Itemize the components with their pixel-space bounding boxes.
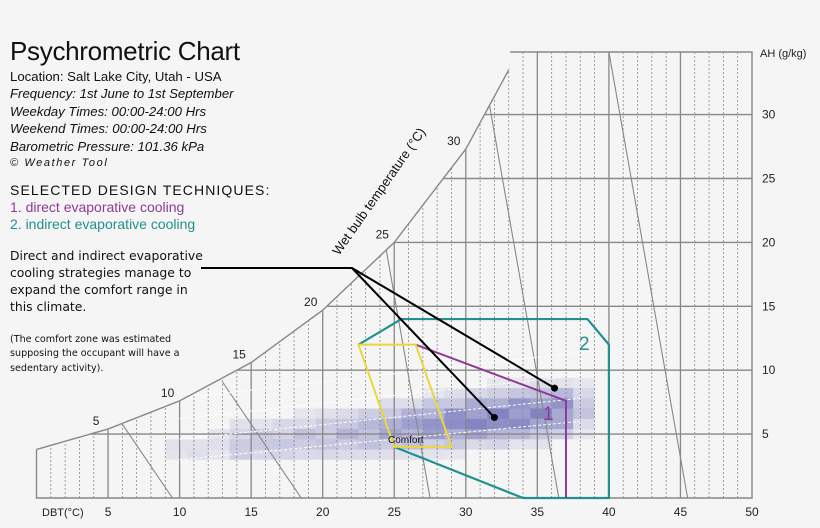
wet-bulb-label: 30 — [447, 134, 461, 148]
page-title: Psychrometric Chart — [10, 36, 240, 66]
y-tick-label: 20 — [762, 235, 776, 249]
x-tick-label: 50 — [745, 505, 759, 519]
zone-1-label: 1 — [543, 404, 554, 425]
x-tick-label: 30 — [459, 505, 473, 519]
technique-direct: 1. direct evaporative cooling — [10, 199, 185, 215]
wet-bulb-label: 20 — [304, 295, 318, 309]
chart-plot-area — [36, 52, 752, 498]
y-tick-label: 15 — [762, 299, 776, 313]
zone-2-label: 2 — [579, 334, 590, 355]
design-techniques: SELECTED DESIGN TECHNIQUES: 1. direct ev… — [10, 182, 271, 233]
x-tick-label: 35 — [531, 505, 545, 519]
x-axis-label: DBT(°C) — [42, 507, 84, 519]
wet-bulb-label: 10 — [161, 386, 175, 400]
copyright-label: © Weather Tool — [10, 157, 109, 170]
weekend-times-label: Weekend Times: 00:00-24:00 Hrs — [10, 121, 207, 137]
comfort-label: Comfort — [388, 435, 424, 446]
x-tick-label: 15 — [244, 505, 258, 519]
pointer-dot — [490, 413, 498, 421]
saturation-curve — [36, 69, 510, 451]
location-label: Location: Salt Lake City, Utah - USA — [10, 69, 222, 84]
y-tick-label: 25 — [762, 172, 776, 186]
pointer-line — [351, 267, 556, 389]
x-tick-label: 10 — [173, 505, 187, 519]
x-tick-label: 45 — [674, 505, 688, 519]
zone-direct-evaporative — [415, 343, 567, 498]
pressure-label: Barometric Pressure: 101.36 kPa — [10, 138, 205, 154]
comfort-zone — [357, 343, 453, 448]
y-tick-label: 10 — [762, 363, 776, 377]
technique-indirect: 2. indirect evaporative cooling — [10, 216, 196, 232]
x-tick-label: 20 — [316, 505, 330, 519]
weekday-times-label: Weekday Times: 00:00-24:00 Hrs — [10, 103, 207, 119]
wet-bulb-label: 5 — [93, 414, 100, 428]
comfort-note: (The comfort zone was estimated supposin… — [10, 334, 180, 374]
x-tick-label: 5 — [105, 505, 112, 519]
chart-metadata: Location: Salt Lake City, Utah - USA Fre… — [10, 68, 234, 172]
frequency-label: Frequency: 1st June to 1st September — [10, 86, 234, 102]
chart-frame — [35, 51, 753, 499]
wet-bulb-label: 15 — [232, 348, 246, 362]
x-tick-label: 25 — [388, 505, 402, 519]
wet-bulb-label: 25 — [376, 227, 390, 241]
y-tick-label: 30 — [762, 108, 776, 122]
description-text: Direct and indirect evaporative cooling … — [10, 248, 203, 314]
techniques-heading: SELECTED DESIGN TECHNIQUES: — [10, 182, 271, 198]
x-tick-label: 40 — [602, 505, 616, 519]
y-axis-label: AH (g/kg) — [760, 48, 806, 60]
y-tick-label: 5 — [762, 427, 769, 441]
pointer-dot — [551, 384, 559, 392]
